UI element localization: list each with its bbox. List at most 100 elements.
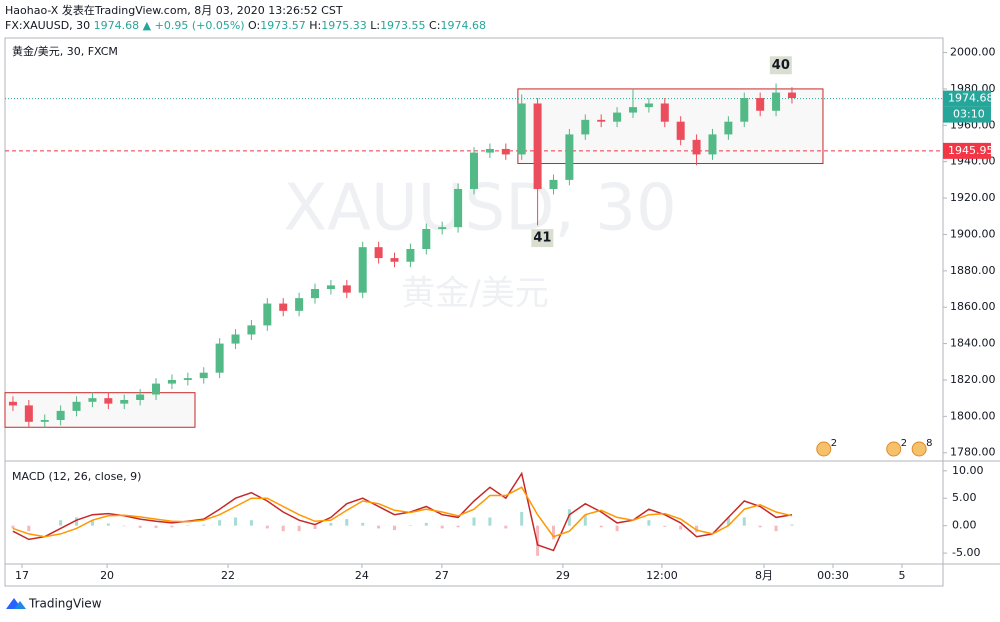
candle-body [613,112,622,122]
annotation: 40 [772,58,790,73]
y-tick-label: 1800.00 [950,409,996,422]
macd-histogram [615,525,619,532]
candle-body [644,103,653,108]
event-icon [816,441,832,457]
candle-body [787,92,796,99]
macd-histogram [679,525,683,530]
candle-body [247,325,256,335]
watermark-sub: 黄金/美元 [401,274,548,314]
event-count: 2 [901,438,907,449]
macd-histogram [377,525,381,529]
macd-histogram [154,525,158,528]
macd-histogram [313,525,317,529]
candle-body [390,258,399,262]
macd-histogram [265,525,269,529]
x-tick-label: 24 [355,569,369,582]
candle-body [40,419,49,422]
y-tick-label: 1780.00 [950,446,996,459]
candle-body [422,228,431,249]
y-tick-label: 1840.00 [950,337,996,350]
y-tick-label: 1860.00 [950,300,996,313]
x-tick-label: 22 [221,569,235,582]
candle-body [660,103,669,122]
macd-histogram [599,525,603,528]
macd-histogram [536,525,540,556]
macd-histogram [393,525,397,531]
macd-histogram [774,525,778,532]
candle-body [581,119,590,135]
event-icon [911,441,927,457]
header-segment: C: [426,19,441,32]
macd-histogram [361,522,365,526]
candle-body [438,227,447,229]
macd-histogram [234,517,238,526]
macd-histogram [27,525,31,532]
macd-histogram [440,525,444,529]
macd-histogram [106,523,110,526]
y-tick-label: 1920.00 [950,191,996,204]
macd-histogram [90,520,94,526]
candle-body [24,405,33,422]
macd-histogram [186,525,190,526]
candle-body [279,303,288,311]
candle-body [708,134,717,155]
macd-tick-label: 0.00 [952,519,977,532]
x-tick-label: 27 [435,569,449,582]
candle-body [772,92,781,111]
candle-body [295,298,304,311]
price-label: 1974.68 [948,92,994,105]
macd-tick-label: 5.00 [952,491,977,504]
macd-histogram [695,525,699,533]
macd-label: MACD (12, 26, close, 9) [12,470,141,483]
countdown-label: 03:10 [953,108,985,121]
price-label-box [943,90,991,107]
price-label: 1945.95 [948,144,994,157]
macd-histogram [790,524,794,526]
range-box [4,392,196,428]
macd-histogram [281,525,285,532]
macd-tick-label: 10.00 [952,464,984,477]
macd-tick-label: -5.00 [952,546,980,559]
macd-histogram [647,520,651,526]
macd-histogram [663,525,667,527]
macd-histogram [583,514,587,526]
candle-body [152,383,161,395]
candle-body [215,343,224,373]
x-tick-label: 8月 [755,569,773,582]
macd-histogram [408,525,412,526]
header-segment: 1975.33 [321,19,367,32]
y-tick-label: 1880.00 [950,264,996,277]
macd-histogram [424,522,428,526]
macd-histogram [75,517,79,526]
x-tick-label: 20 [100,569,114,582]
macd-histogram [59,520,63,526]
candle-body [628,107,637,113]
macd-histogram [726,517,730,526]
candle-body [676,121,685,140]
macd-histogram [742,517,746,526]
macd-histogram [329,522,333,526]
x-tick-label: 00:30 [817,569,849,582]
x-tick-label: 17 [15,569,29,582]
x-tick-label: 5 [898,569,905,582]
header-segment: 1973.57 [260,19,306,32]
candle-body [72,401,81,411]
signal-line [12,486,793,538]
candle-body [311,289,320,299]
candle-body [533,103,542,189]
x-tick-label: 29 [556,569,570,582]
event-count: 8 [926,438,932,449]
macd-histogram [249,520,253,526]
candle-body [565,134,574,180]
header-line2: FX:XAUUSD, 30 1974.68 ▲ +0.95 (+0.05%) O… [5,19,486,32]
candle-body [485,148,494,153]
event-count: 2 [831,438,837,449]
candle-body [199,372,208,379]
y-tick-label: 1820.00 [950,373,996,386]
candle-body [724,121,733,135]
candle-body [136,394,145,400]
header-segment: H: [306,19,321,32]
candle-body [183,378,192,380]
candle-body [454,188,463,228]
